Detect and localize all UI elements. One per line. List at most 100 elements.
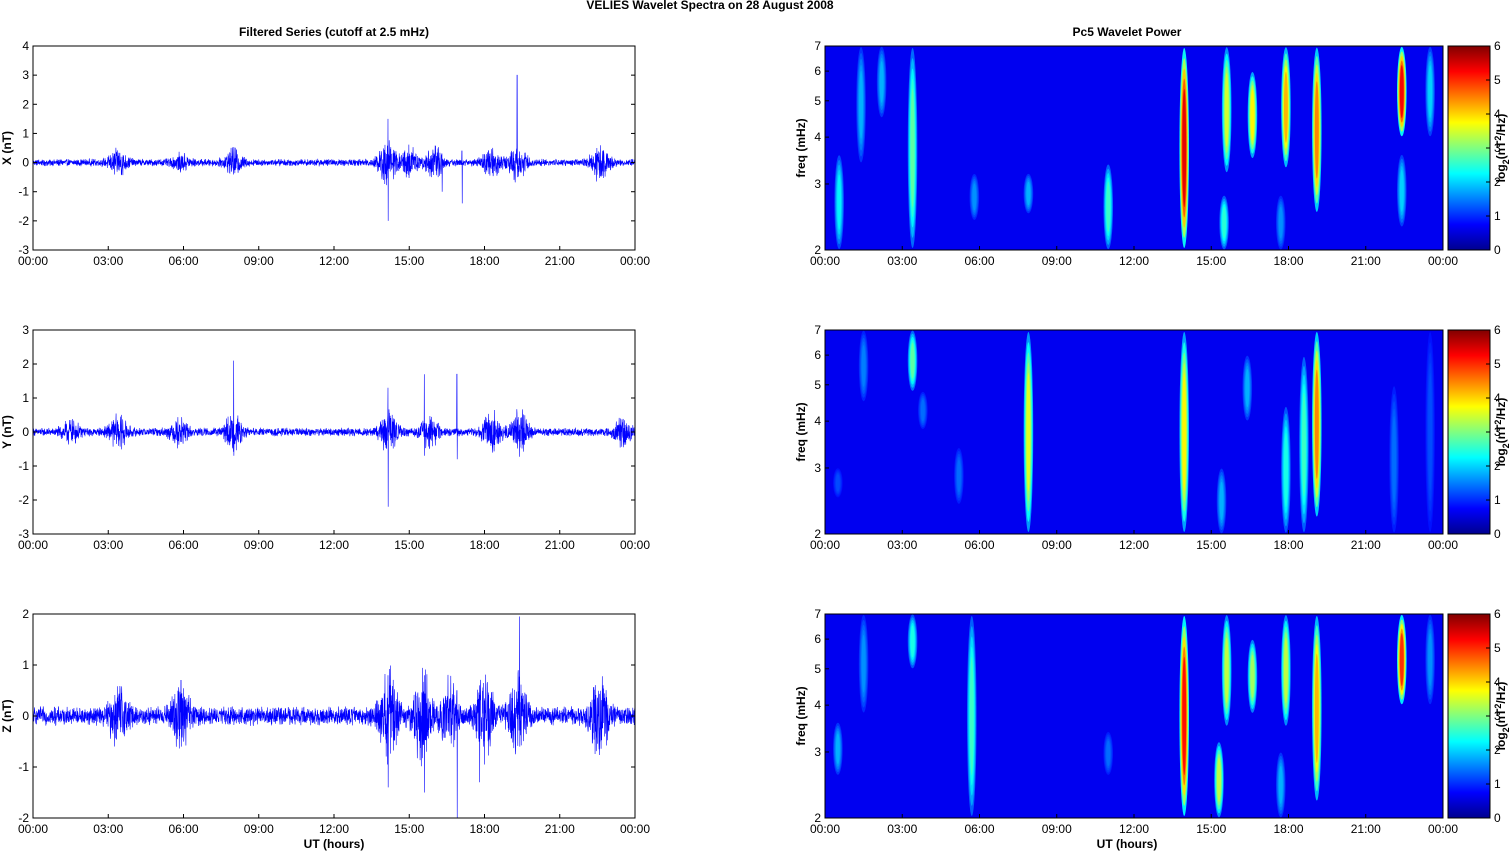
colorbar-label: log2(nT2/Hz) xyxy=(1493,114,1511,183)
wavelet-xtick-label: 12:00 xyxy=(1119,822,1149,836)
wavelet-ytick-label: 2 xyxy=(814,243,821,257)
series-ytick-label: 3 xyxy=(22,323,29,337)
wavelet-xtick-label: 12:00 xyxy=(1119,254,1149,268)
series-xtick-label: 06:00 xyxy=(168,822,198,836)
series-trace-y xyxy=(32,360,636,507)
wavelet-power-blob xyxy=(956,459,961,493)
series-xtick-label: 15:00 xyxy=(394,822,424,836)
series-xtick-label: 21:00 xyxy=(545,254,575,268)
series-xtick-label: 09:00 xyxy=(244,822,274,836)
series-xtick-label: 21:00 xyxy=(545,822,575,836)
wavelet-xtick-label: 00:00 xyxy=(810,254,840,268)
wavelet-power-blob xyxy=(1283,71,1288,143)
colorbar-label-part: log xyxy=(1494,448,1508,466)
wavelet-xtick-label: 09:00 xyxy=(1042,538,1072,552)
colorbar-label-part: /Hz) xyxy=(1494,682,1508,704)
series-ytick-label: -2 xyxy=(18,811,29,825)
series-panel-z: -2 -1 0 1 2 00:00 03:00 06:00 09:00 12:00 15:00 18:… xyxy=(0,607,650,836)
wavelet-xtick-label: 21:00 xyxy=(1351,822,1381,836)
series-xtick-label: 03:00 xyxy=(93,538,123,552)
series-panel-x: -3 -2 -1 0 1 2 3 4 00:00 03:00 06:00 09:00 12:00 15:0… xyxy=(0,39,650,268)
series-ytick-label: 2 xyxy=(22,607,29,621)
wavelet-power-blob xyxy=(1106,740,1111,767)
wavelet-xtick-label: 18:00 xyxy=(1273,538,1303,552)
x-axis-label-right: UT (hours) xyxy=(1097,837,1158,851)
series-ytick-label: 3 xyxy=(22,68,29,82)
series-xtick-label: 18:00 xyxy=(469,254,499,268)
wavelet-power-blob xyxy=(1217,757,1221,802)
colorbar-label-part: /Hz) xyxy=(1494,398,1508,420)
colorbar-label-part: log xyxy=(1494,164,1508,182)
wavelet-power-blob xyxy=(1428,372,1433,492)
series-ylabel-x: X (nT) xyxy=(0,131,14,165)
wavelet-power-blob xyxy=(1392,416,1397,503)
series-ytick-label: 0 xyxy=(22,156,29,170)
series-xtick-label: 15:00 xyxy=(394,254,424,268)
wavelet-power-blob xyxy=(1283,432,1288,508)
colorbar xyxy=(1447,329,1491,535)
wavelet-power-blob xyxy=(1219,481,1224,521)
series-xtick-label: 00:00 xyxy=(620,538,650,552)
wavelet-power-blob xyxy=(972,183,977,211)
wavelet-power-blob xyxy=(1278,206,1283,239)
wavelet-power-blob xyxy=(1302,392,1306,497)
colorbar-label: log2(nT2/Hz) xyxy=(1493,398,1511,467)
series-xtick-label: 03:00 xyxy=(93,254,123,268)
series-xtick-label: 00:00 xyxy=(18,538,48,552)
series-ytick-label: -2 xyxy=(18,214,29,228)
wavelet-power-blob xyxy=(1222,206,1227,239)
series-xtick-label: 12:00 xyxy=(319,822,349,836)
colorbar-tick-label: 2 xyxy=(1494,175,1501,189)
colorbar-tick-label: 5 xyxy=(1494,357,1501,371)
colorbar-tick-label: 0 xyxy=(1494,527,1501,541)
wavelet-power-blob xyxy=(1245,368,1250,408)
series-ytick-label: -3 xyxy=(18,527,29,541)
series-xtick-label: 06:00 xyxy=(168,254,198,268)
colorbar-tick-label: 4 xyxy=(1494,107,1501,121)
series-panel-y: -3 -2 -1 0 1 2 3 00:00 03:00 06:00 09:00 12:00 15:00… xyxy=(0,323,650,552)
series-ytick-label: 1 xyxy=(22,126,29,140)
wavelet-ytick-label: 5 xyxy=(814,378,821,392)
wavelet-xtick-label: 21:00 xyxy=(1351,538,1381,552)
wavelet-power-blob xyxy=(1026,372,1031,492)
wavelet-ytick-label: 7 xyxy=(814,39,821,53)
colorbar-tick-label: 1 xyxy=(1494,777,1501,791)
wavelet-xtick-label: 15:00 xyxy=(1196,538,1226,552)
colorbar-tick-label: 3 xyxy=(1494,141,1501,155)
colorbar-tick-label: 3 xyxy=(1494,425,1501,439)
colorbar-tick-label: 0 xyxy=(1494,243,1501,257)
wavelet-power-blob xyxy=(1278,765,1283,805)
series-xtick-label: 06:00 xyxy=(168,538,198,552)
wavelet-ylabel: freq (mHz) xyxy=(794,402,808,461)
colorbar-tick-label: 1 xyxy=(1494,493,1501,507)
wavelet-ytick-label: 5 xyxy=(814,662,821,676)
series-xtick-label: 12:00 xyxy=(319,254,349,268)
series-ylabel-z: Z (nT) xyxy=(0,699,14,732)
series-xtick-label: 18:00 xyxy=(469,822,499,836)
colorbar-tick-label: 4 xyxy=(1494,391,1501,405)
wavelet-xtick-label: 06:00 xyxy=(964,538,994,552)
wavelet-xtick-label: 03:00 xyxy=(887,822,917,836)
colorbar-tick-label: 5 xyxy=(1494,641,1501,655)
series-ytick-label: -3 xyxy=(18,243,29,257)
wavelet-ytick-label: 3 xyxy=(814,177,821,191)
series-xtick-label: 00:00 xyxy=(620,254,650,268)
wavelet-power-blob xyxy=(1224,637,1229,704)
series-ytick-label: 1 xyxy=(22,391,29,405)
figure-title: VELIES Wavelet Spectra on 28 August 2008 xyxy=(586,0,834,12)
wavelet-ytick-label: 5 xyxy=(814,94,821,108)
colorbar-tick-label: 6 xyxy=(1494,607,1501,621)
series-ytick-label: 4 xyxy=(22,39,29,53)
left-column-title: Filtered Series (cutoff at 2.5 mHz) xyxy=(239,25,429,39)
series-xtick-label: 21:00 xyxy=(545,538,575,552)
wavelet-power-blob xyxy=(861,634,866,693)
wavelet-power-blob xyxy=(859,70,863,139)
wavelet-xtick-label: 18:00 xyxy=(1273,822,1303,836)
series-ytick-label: 2 xyxy=(22,97,29,111)
wavelet-ytick-label: 7 xyxy=(814,607,821,621)
colorbar-tick-label: 6 xyxy=(1494,39,1501,53)
series-xtick-label: 00:00 xyxy=(18,822,48,836)
wavelet-ytick-label: 6 xyxy=(814,64,821,78)
wavelet-power-blob xyxy=(1428,65,1433,118)
